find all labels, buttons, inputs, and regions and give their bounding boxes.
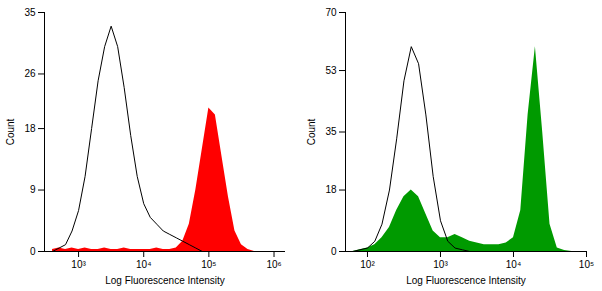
svg-text:18: 18 [24, 123, 36, 134]
svg-text:10⁵: 10⁵ [201, 259, 216, 270]
svg-text:9: 9 [30, 184, 36, 195]
svg-text:Count: Count [306, 118, 317, 145]
svg-text:0: 0 [331, 246, 337, 257]
svg-text:0: 0 [30, 246, 36, 257]
svg-text:53: 53 [325, 65, 337, 76]
svg-text:18: 18 [325, 184, 337, 195]
svg-text:10⁶: 10⁶ [266, 259, 281, 270]
svg-text:35: 35 [325, 126, 337, 137]
svg-text:70: 70 [325, 7, 337, 18]
svg-text:10⁴: 10⁴ [136, 259, 151, 270]
svg-text:10⁴: 10⁴ [506, 259, 521, 270]
svg-text:10³: 10³ [71, 259, 86, 270]
svg-text:Log Fluorescence Intensity: Log Fluorescence Intensity [406, 275, 526, 286]
svg-text:10²: 10² [360, 259, 375, 270]
svg-text:10⁵: 10⁵ [579, 259, 594, 270]
svg-text:Log Fluorescence Intensity: Log Fluorescence Intensity [105, 275, 225, 286]
svg-text:Count: Count [5, 118, 16, 145]
svg-text:26: 26 [24, 68, 36, 79]
svg-text:10³: 10³ [433, 259, 448, 270]
svg-text:35: 35 [24, 7, 36, 18]
